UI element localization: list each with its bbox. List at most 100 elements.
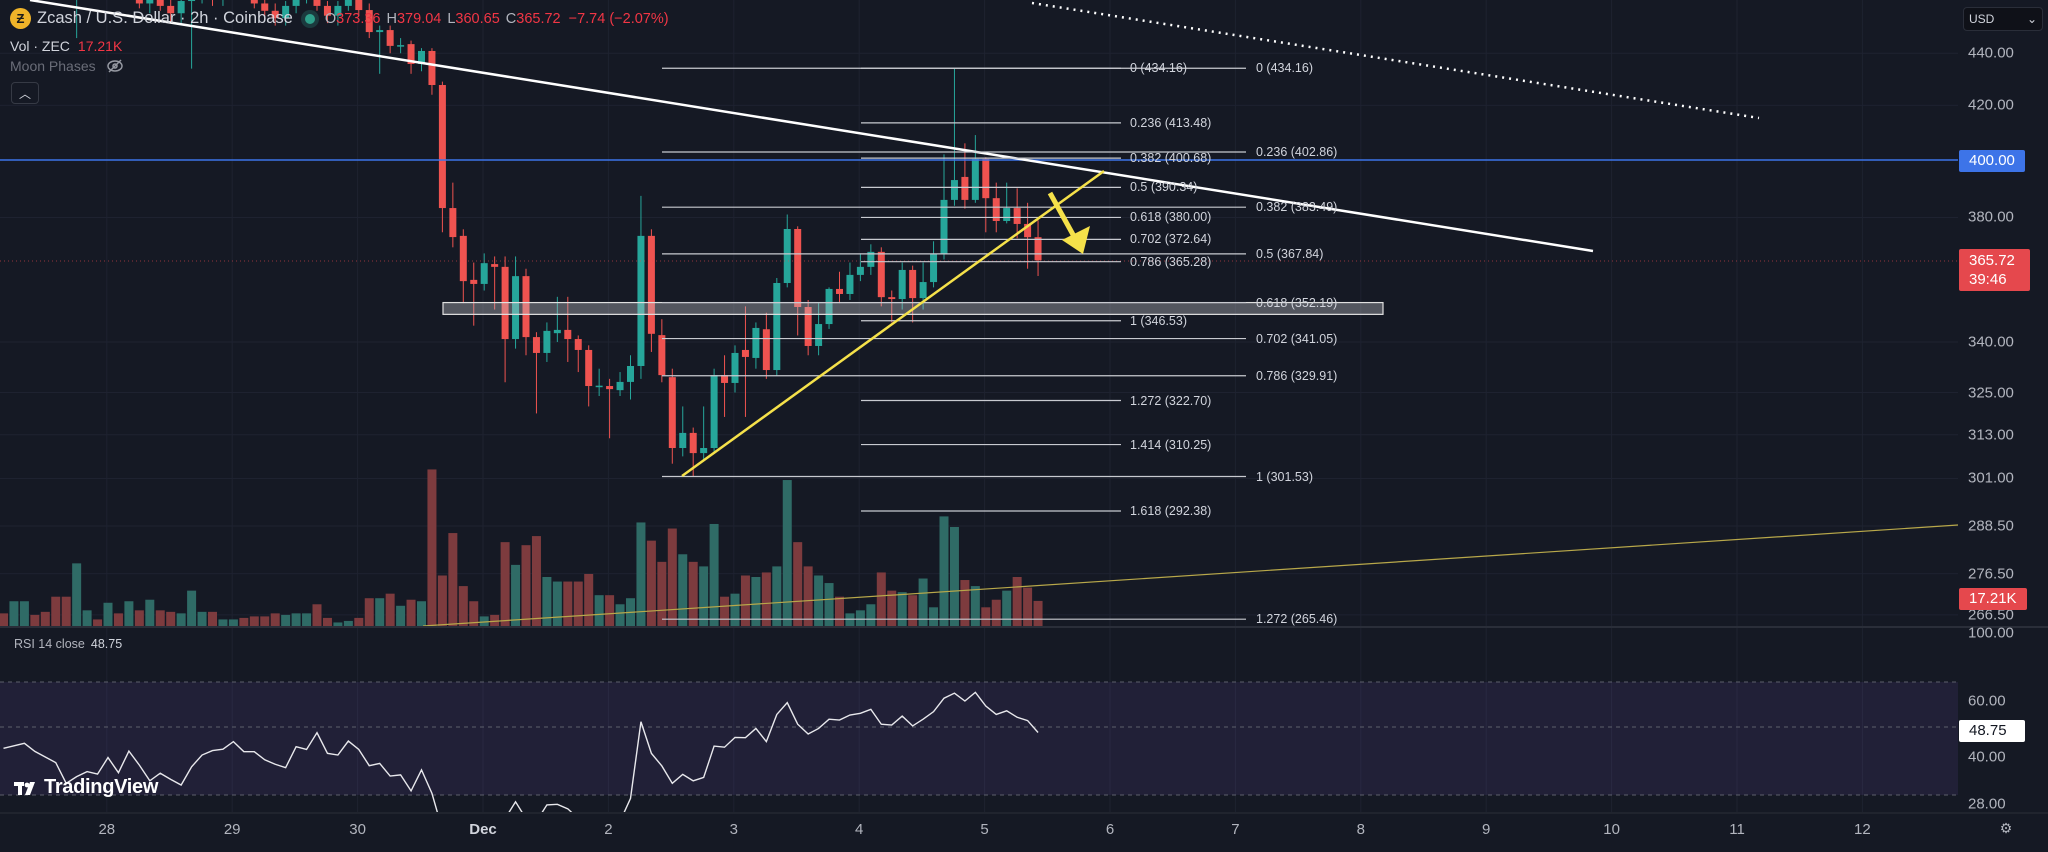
- candle-body: [428, 50, 436, 86]
- candle: [449, 182, 457, 248]
- volume-bar: [40, 611, 50, 626]
- rsi-band-fill: [0, 682, 1958, 795]
- volume-bar: [9, 601, 19, 626]
- candle: [1003, 182, 1011, 224]
- volume-bar: [855, 610, 865, 626]
- candle: [909, 265, 917, 323]
- candle-body: [804, 306, 812, 346]
- candle-body: [522, 276, 530, 338]
- volume-badge: 17.21K: [1959, 588, 2027, 610]
- candle-body: [647, 235, 655, 334]
- market-status-dot-icon: [304, 13, 315, 24]
- high-key: H: [386, 10, 397, 27]
- candle: [1034, 220, 1042, 276]
- candle: [376, 25, 384, 74]
- candle: [222, 0, 224, 6]
- volume-bar: [584, 573, 594, 626]
- volume-bar: [782, 480, 792, 626]
- volume-bar: [605, 595, 615, 626]
- candle-body: [491, 264, 499, 267]
- volume-bar: [699, 566, 709, 626]
- date-label: Dec: [469, 821, 497, 838]
- fib-level-label: 0.618 (352.19): [1256, 295, 1338, 310]
- open-value: 373.36: [336, 10, 381, 27]
- candle: [522, 268, 530, 356]
- rsi-tick-28: 28.00: [1968, 795, 2006, 813]
- descending-trendline[interactable]: [29, 0, 1594, 253]
- fib-level-label: 1.618 (292.38): [1130, 504, 1212, 519]
- candle-body: [710, 375, 718, 449]
- currency-dropdown[interactable]: USD ⌄: [1963, 7, 2043, 31]
- volume-bar: [354, 617, 364, 626]
- volume-bar: [61, 596, 71, 626]
- tradingview-logo[interactable]: TradingView: [14, 776, 158, 799]
- candle-body: [261, 3, 269, 11]
- candle-body: [689, 432, 697, 454]
- drawings[interactable]: [0, 0, 1958, 626]
- volume-bar: [615, 604, 625, 626]
- volume-bar: [312, 604, 322, 626]
- volume-bar: [897, 592, 907, 626]
- candle: [334, 1, 342, 26]
- candle: [1024, 202, 1032, 269]
- chevron-down-icon: ⌄: [2026, 12, 2037, 26]
- candle-body: [606, 386, 614, 390]
- collapse-legend-button[interactable]: ︿: [11, 82, 39, 104]
- ascending-trendline[interactable]: [681, 169, 1105, 478]
- date-label: 9: [1482, 821, 1491, 838]
- candle-body: [397, 45, 405, 47]
- arrow-down-icon[interactable]: [1062, 226, 1090, 254]
- long-term-trendline[interactable]: [422, 524, 1958, 626]
- volume-bar: [678, 554, 688, 626]
- candle: [418, 48, 425, 72]
- candle: [306, 0, 308, 4]
- bar-countdown: 39:46: [1969, 271, 2007, 288]
- candle: [856, 253, 864, 282]
- volume-bar: [124, 601, 134, 626]
- candle: [825, 287, 833, 329]
- candle-body: [825, 288, 833, 325]
- candle-body: [595, 385, 603, 388]
- fib-level-label: 0.702 (372.64): [1130, 232, 1212, 247]
- tradingview-logo-icon: [14, 781, 35, 795]
- price-tick-label: 325.00: [1968, 384, 2014, 402]
- moon-phases-legend[interactable]: Moon Phases: [10, 58, 124, 74]
- volume-bar: [772, 566, 782, 626]
- fib-level-label: 0.5 (367.84): [1256, 246, 1324, 261]
- candle-body: [637, 235, 645, 366]
- candle: [877, 247, 885, 307]
- volume-bar: [396, 605, 406, 626]
- candle-body: [815, 324, 823, 346]
- volume-bar: [981, 607, 991, 626]
- volume-bar: [636, 522, 646, 626]
- volume-legend[interactable]: Vol · ZEC 17.21K: [10, 38, 122, 54]
- fib-level-label: 1.272 (322.70): [1130, 393, 1212, 408]
- gear-icon[interactable]: ⚙: [1999, 820, 2013, 836]
- candle: [177, 0, 185, 24]
- eye-off-icon[interactable]: [106, 58, 124, 74]
- volume-bar: [437, 575, 447, 626]
- candle-body: [679, 432, 687, 449]
- candle: [961, 143, 969, 209]
- candle: [783, 214, 791, 288]
- volume-bar: [176, 613, 186, 626]
- fib-level-label: 0.702 (341.05): [1256, 331, 1338, 346]
- candle-body: [553, 329, 561, 334]
- arrow-shaft[interactable]: [1047, 191, 1079, 242]
- candle: [135, 0, 143, 9]
- rsi-legend[interactable]: RSI 14 close 48.75: [14, 637, 122, 651]
- candle: [564, 296, 572, 362]
- volume-bar: [375, 598, 385, 626]
- volume-bar: [155, 610, 165, 626]
- candle-body: [762, 329, 770, 371]
- date-label: 11: [1729, 821, 1745, 838]
- candle-body: [783, 229, 791, 283]
- candle-body: [564, 329, 572, 340]
- symbol-title[interactable]: Zcash / U.S. Dollar · 2h · Coinbase: [37, 9, 293, 27]
- chevron-up-icon: ︿: [18, 86, 31, 101]
- price-tick-label: 301.00: [1968, 469, 2014, 487]
- candle-body: [449, 208, 457, 238]
- candle: [794, 226, 802, 336]
